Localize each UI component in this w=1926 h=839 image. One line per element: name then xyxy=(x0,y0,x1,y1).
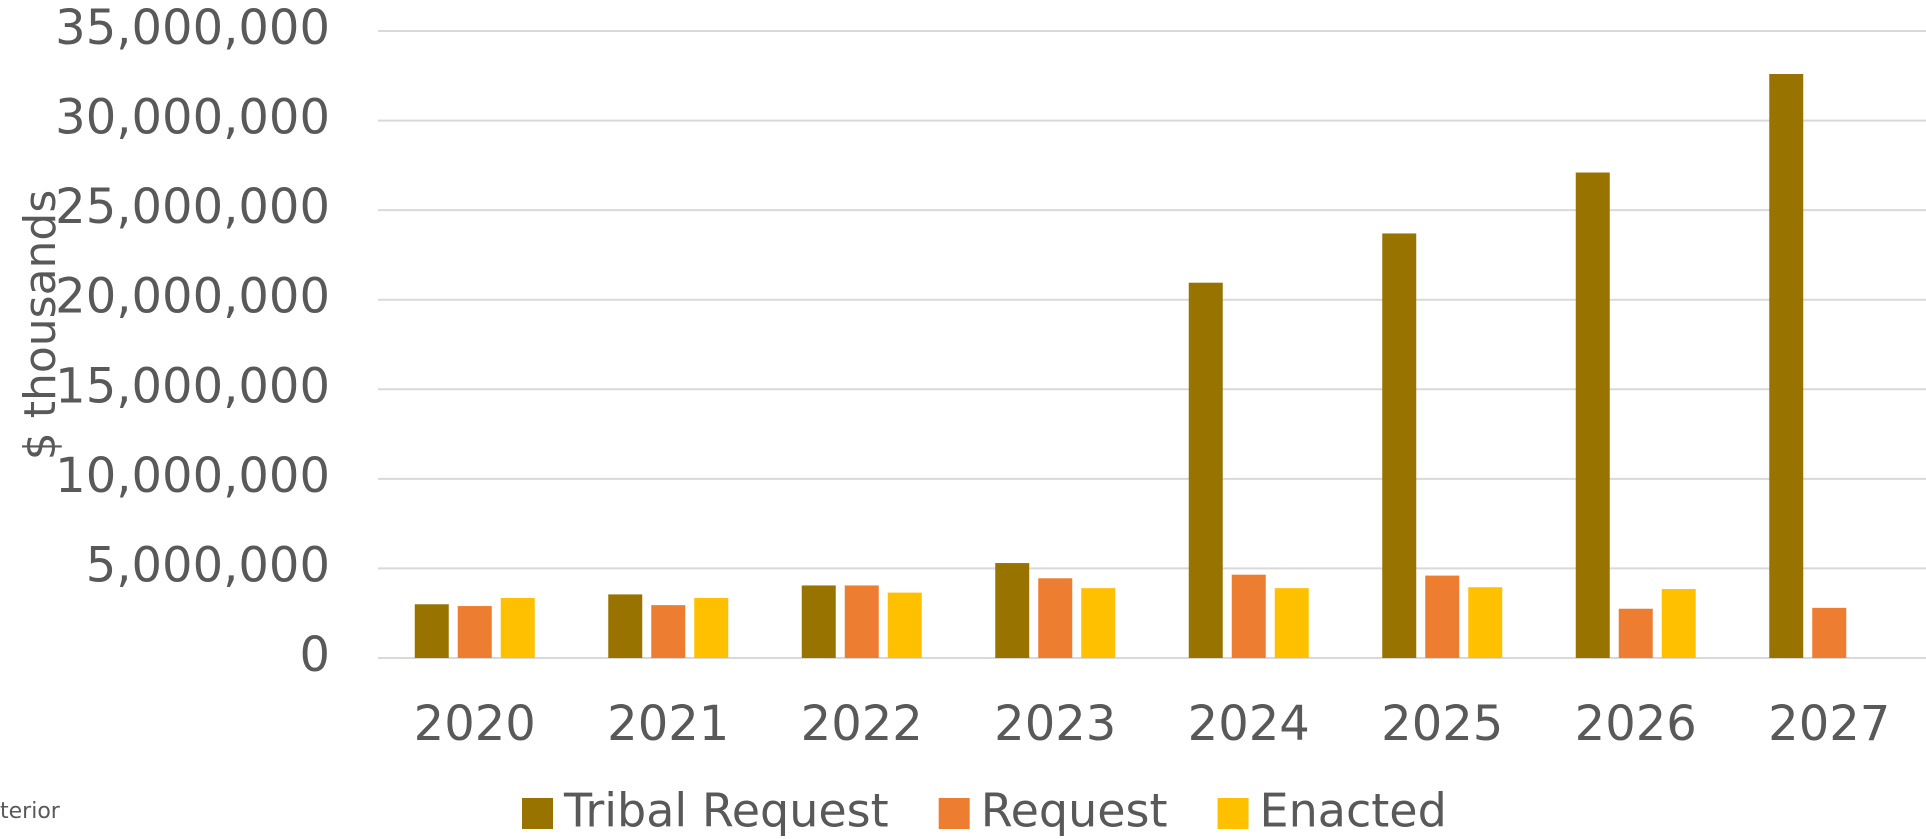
x-tick-label: 2027 xyxy=(1768,696,1890,752)
x-tick-label: 2021 xyxy=(607,696,729,752)
bar xyxy=(651,605,686,658)
bar xyxy=(1618,608,1653,658)
bar xyxy=(457,606,492,658)
y-axis-label: $ thousands xyxy=(15,190,66,461)
bar xyxy=(995,563,1030,658)
legend-label: Request xyxy=(981,784,1168,838)
y-tick-label: 15,000,000 xyxy=(55,358,330,414)
bar xyxy=(1425,575,1460,658)
bar xyxy=(1188,282,1223,658)
bar xyxy=(1812,607,1847,658)
bar xyxy=(414,604,449,658)
bar xyxy=(1038,578,1073,658)
bar xyxy=(1081,588,1116,658)
legend-label: Enacted xyxy=(1260,784,1447,838)
x-tick-label: 2023 xyxy=(994,696,1116,752)
bar xyxy=(887,592,922,658)
bar xyxy=(1382,233,1417,658)
bar xyxy=(844,585,879,658)
bar xyxy=(694,597,729,658)
legend-swatch xyxy=(522,798,553,829)
legend-swatch xyxy=(938,798,970,829)
y-tick-label: 35,000,000 xyxy=(55,0,330,56)
source-note: terior xyxy=(0,799,61,824)
bar xyxy=(608,594,643,658)
x-tick-label: 2026 xyxy=(1575,696,1697,752)
y-tick-label: 5,000,000 xyxy=(86,537,330,593)
x-tick-label: 2020 xyxy=(414,696,536,752)
y-tick-label: 30,000,000 xyxy=(55,90,330,146)
y-tick-label: 25,000,000 xyxy=(55,179,330,235)
bar xyxy=(1661,589,1696,658)
legend-label: Tribal Request xyxy=(563,784,889,838)
bar xyxy=(1468,587,1503,658)
legend-swatch xyxy=(1217,798,1249,829)
x-tick-label: 2022 xyxy=(801,696,923,752)
bar xyxy=(1575,172,1610,658)
bar xyxy=(1274,588,1309,658)
x-tick-label: 2024 xyxy=(1188,696,1310,752)
bar xyxy=(801,585,836,658)
y-tick-label: 0 xyxy=(299,627,330,683)
bar xyxy=(500,597,535,658)
y-tick-label: 10,000,000 xyxy=(55,448,330,504)
x-tick-label: 2025 xyxy=(1381,696,1503,752)
bar xyxy=(1769,73,1804,659)
bar xyxy=(1231,574,1266,658)
y-tick-label: 20,000,000 xyxy=(55,269,330,325)
